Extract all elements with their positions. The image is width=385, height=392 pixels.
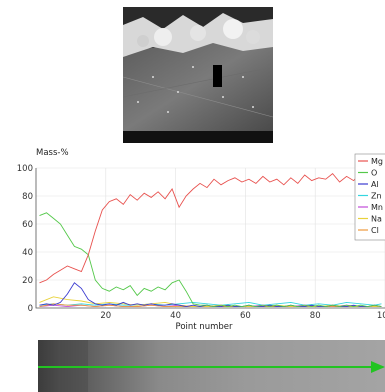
y-tick-label-5: 100 [17, 164, 33, 174]
x-tick-label-1: 40 [170, 311, 181, 321]
series-line-mg [39, 172, 382, 284]
x-tick-labels: 20 40 60 80 100 [100, 311, 385, 321]
series-line-zn [39, 301, 382, 306]
line-scan-image [38, 340, 385, 392]
mass-percent-chart: Mass-% 0 20 40 60 80 100 20 40 60 80 100 Point nu… [17, 148, 385, 332]
legend-label-mg: Mg [371, 157, 383, 166]
chart-grid [36, 167, 385, 309]
y-axis-label: Mass-% [36, 148, 69, 158]
x-tick-label-2: 60 [240, 311, 251, 321]
scan-arrow-icon [371, 361, 385, 373]
x-tick-label-4: 100 [377, 311, 385, 321]
chart-series [39, 172, 382, 308]
x-tick-label-0: 20 [100, 311, 111, 321]
chart-axes [35, 168, 385, 309]
legend-label-cl: Cl [371, 226, 379, 235]
legend-label-zn: Zn [371, 192, 382, 201]
y-tick-label-4: 80 [22, 192, 33, 202]
y-tick-label-2: 40 [22, 248, 33, 258]
chart-legend: Mg O Al Zn Mn Na Cl [354, 153, 385, 241]
legend-label-na: Na [371, 215, 382, 224]
legend-label-o: O [371, 169, 377, 178]
x-tick-label-3: 80 [310, 311, 321, 321]
x-axis-label: Point number [176, 322, 233, 332]
legend-label-mn: Mn [371, 203, 383, 212]
legend-box [354, 153, 385, 241]
legend-label-al: Al [371, 180, 379, 189]
axis-lines [35, 168, 385, 309]
y-tick-labels: 0 20 40 60 80 100 [17, 164, 33, 314]
y-tick-label-0: 0 [28, 304, 33, 314]
y-tick-label-3: 60 [22, 220, 33, 230]
sem-micrograph [123, 7, 273, 143]
series-line-o [39, 212, 382, 308]
y-tick-label-1: 20 [22, 276, 33, 286]
